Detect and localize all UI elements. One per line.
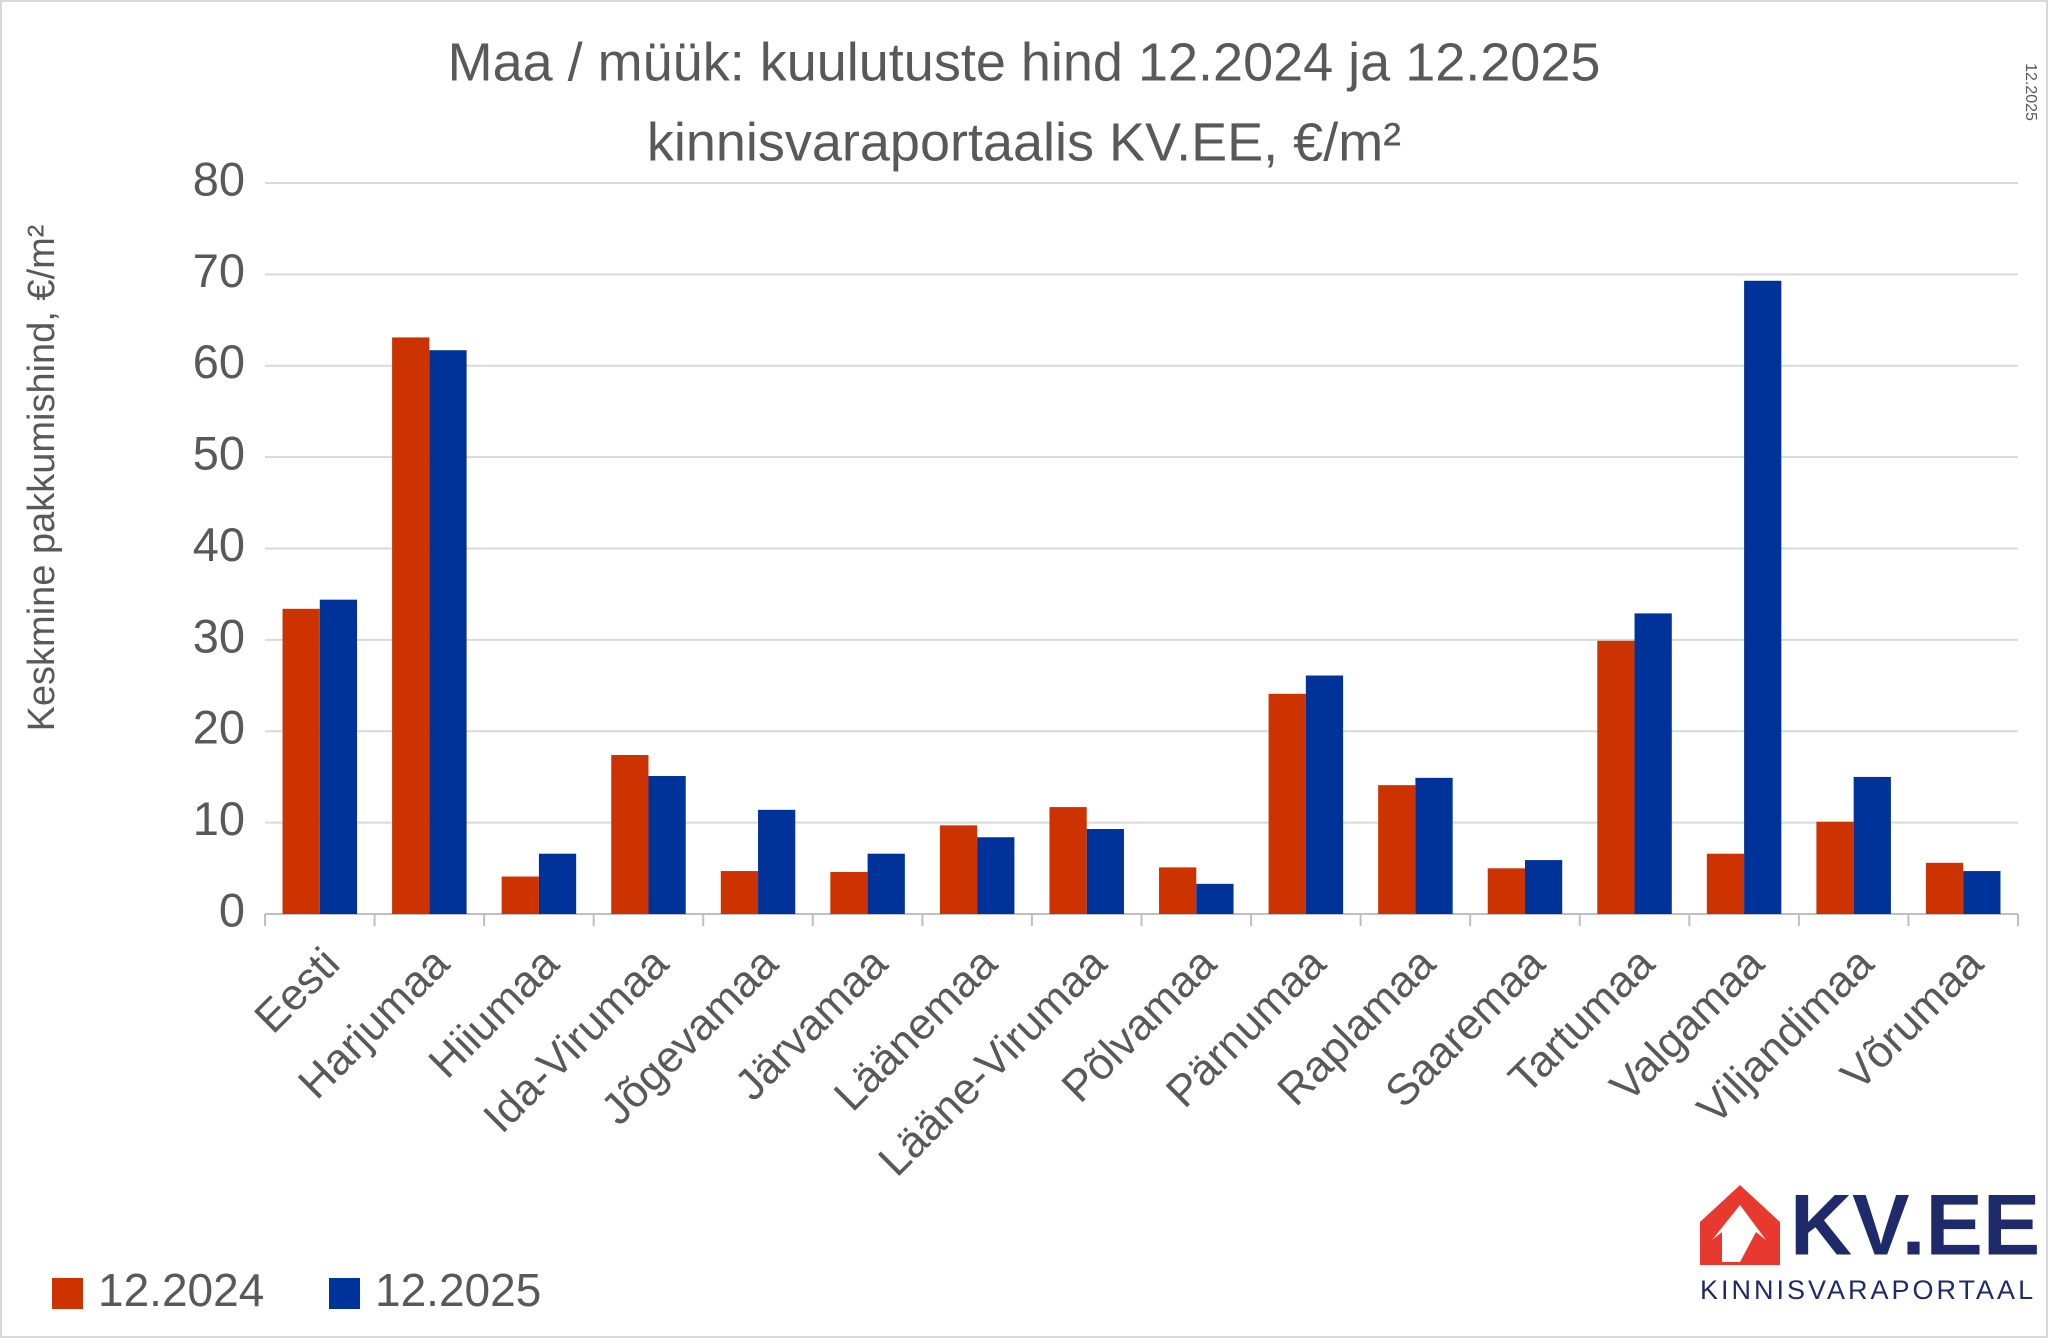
y-tick-label: 50 <box>193 427 245 480</box>
bar <box>1415 777 1453 914</box>
y-tick-label: 20 <box>193 701 245 754</box>
date-note: 12.2025 <box>2022 63 2039 121</box>
bar <box>501 876 539 914</box>
bar <box>1524 860 1563 914</box>
bar <box>1305 675 1344 914</box>
bar <box>1853 776 1891 914</box>
legend-label: 12.2025 <box>375 1264 541 1316</box>
bar <box>1816 821 1854 914</box>
chart-title: Maa / müük: kuulutuste hind 12.2024 ja 1… <box>448 32 1601 92</box>
bar <box>867 853 905 914</box>
bar <box>939 825 978 914</box>
legend-swatch <box>329 1278 360 1309</box>
y-tick-label: 70 <box>193 244 245 297</box>
bar <box>758 809 796 914</box>
y-tick-label: 30 <box>193 609 245 662</box>
bar <box>1744 280 1782 914</box>
bar <box>1487 868 1525 914</box>
bar <box>977 837 1015 914</box>
bar <box>830 871 868 914</box>
bar <box>648 776 686 914</box>
legend-label: 12.2024 <box>98 1264 264 1316</box>
y-tick-label: 10 <box>193 792 245 845</box>
bar <box>1086 829 1124 914</box>
bar <box>1634 613 1672 914</box>
bar <box>1159 867 1197 914</box>
bar <box>1963 871 2001 914</box>
bar <box>1706 853 1745 914</box>
bar <box>611 755 649 914</box>
bar <box>1378 785 1416 914</box>
y-tick-label: 60 <box>193 335 245 388</box>
bar <box>392 337 430 915</box>
bar <box>429 350 467 914</box>
bar <box>319 599 358 914</box>
y-tick-label: 0 <box>219 883 245 936</box>
bar <box>1049 807 1087 914</box>
bar <box>1268 693 1306 914</box>
y-axis-label: Keskmine pakkumishind, €/m² <box>21 225 63 732</box>
y-tick-label: 80 <box>193 152 245 205</box>
logo-arrow <box>1712 1205 1766 1262</box>
bar <box>1925 862 1964 914</box>
logo-tagline: KINNISVARAPORTAAL <box>1700 1275 2036 1305</box>
logo: KV.EE KINNISVARAPORTAAL <box>1700 1178 2040 1305</box>
logo-name: KV.EE <box>1790 1178 2040 1274</box>
legend-swatch <box>52 1278 83 1309</box>
bar <box>538 853 577 914</box>
bar <box>1597 640 1635 914</box>
bar <box>1196 883 1234 914</box>
y-tick-label: 40 <box>193 518 245 571</box>
bar <box>282 608 320 914</box>
bar <box>720 871 759 914</box>
chart-subtitle: kinnisvaraportaalis KV.EE, €/m² <box>647 112 1401 172</box>
